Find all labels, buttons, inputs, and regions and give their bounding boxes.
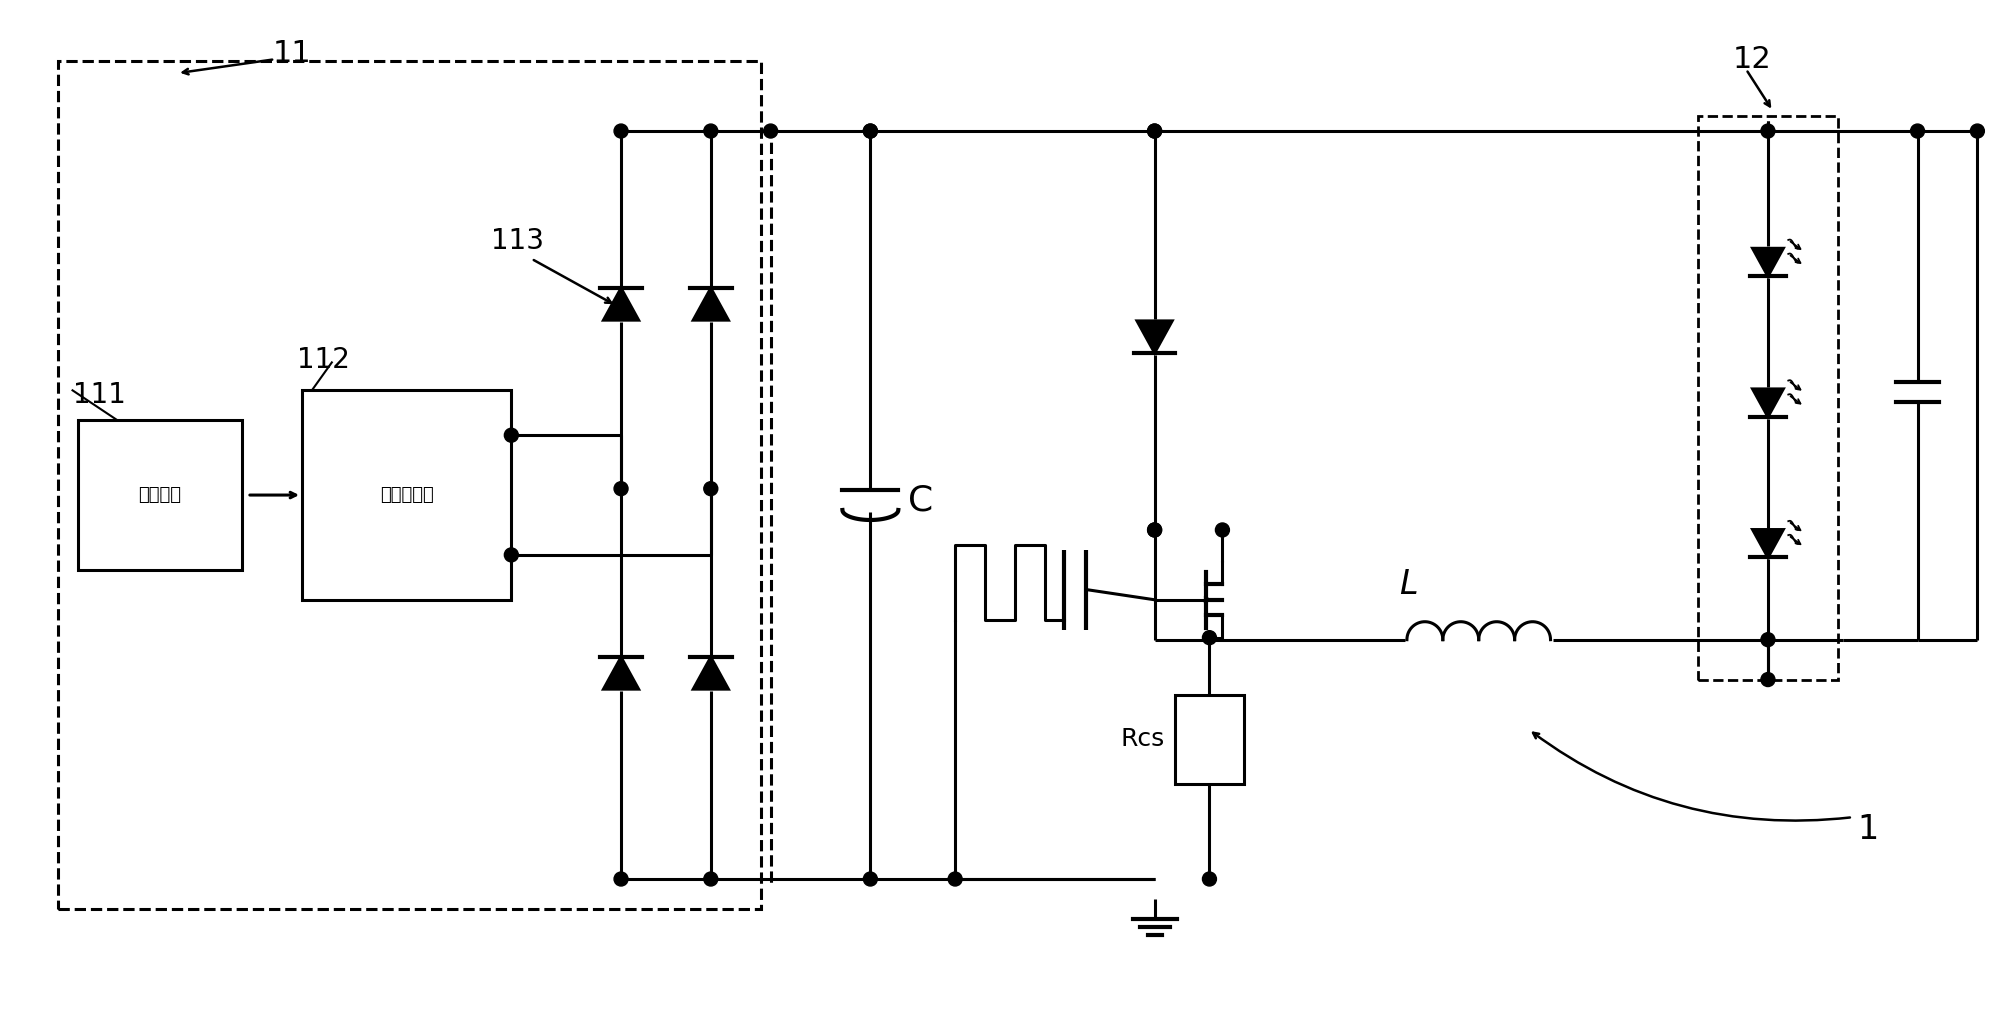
Circle shape — [1970, 124, 1984, 138]
Circle shape — [1202, 630, 1216, 645]
Circle shape — [1148, 124, 1162, 138]
Polygon shape — [1752, 529, 1782, 557]
Polygon shape — [1752, 248, 1782, 276]
Circle shape — [1202, 872, 1216, 886]
Circle shape — [1760, 632, 1774, 647]
Circle shape — [949, 872, 963, 886]
Circle shape — [864, 872, 878, 886]
Bar — [77, 420, 242, 570]
Circle shape — [504, 548, 518, 562]
Text: 1: 1 — [1857, 813, 1879, 846]
Circle shape — [1760, 124, 1774, 138]
Polygon shape — [1752, 389, 1782, 417]
Circle shape — [763, 124, 777, 138]
Polygon shape — [1138, 321, 1172, 353]
Polygon shape — [604, 657, 638, 689]
Circle shape — [614, 124, 628, 138]
Circle shape — [864, 124, 878, 138]
Circle shape — [1214, 523, 1229, 537]
Text: 113: 113 — [491, 227, 544, 254]
Circle shape — [703, 124, 717, 138]
Circle shape — [1148, 523, 1162, 537]
Text: 112: 112 — [296, 346, 350, 375]
Bar — [1174, 694, 1245, 784]
Text: 12: 12 — [1732, 44, 1772, 74]
Circle shape — [1148, 523, 1162, 537]
Text: 交流电源: 交流电源 — [139, 486, 181, 504]
Text: 111: 111 — [73, 381, 125, 409]
Circle shape — [703, 872, 717, 886]
Text: L: L — [1400, 569, 1418, 602]
Polygon shape — [693, 657, 729, 689]
Circle shape — [703, 482, 717, 495]
Polygon shape — [604, 288, 638, 320]
Bar — [302, 390, 512, 599]
Text: Rcs: Rcs — [1120, 727, 1164, 752]
Text: 11: 11 — [272, 39, 312, 68]
Circle shape — [1760, 673, 1774, 687]
Circle shape — [504, 428, 518, 442]
Circle shape — [1148, 124, 1162, 138]
Bar — [58, 61, 761, 908]
Text: C: C — [908, 483, 934, 517]
Circle shape — [1911, 124, 1925, 138]
Circle shape — [614, 872, 628, 886]
Text: 电子变压器: 电子变压器 — [381, 486, 433, 504]
Bar — [1698, 116, 1837, 680]
Polygon shape — [693, 288, 729, 320]
Circle shape — [614, 482, 628, 495]
Circle shape — [864, 124, 878, 138]
